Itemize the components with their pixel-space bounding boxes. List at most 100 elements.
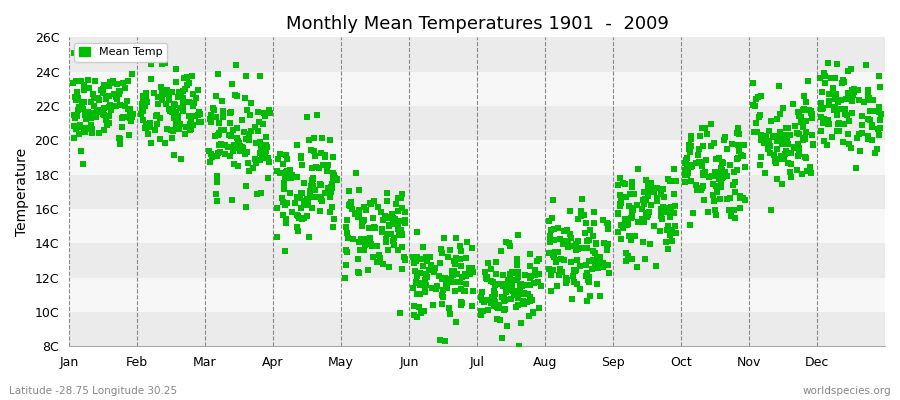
Point xyxy=(681,170,696,176)
Point xyxy=(447,279,462,285)
Point xyxy=(347,211,362,218)
Point xyxy=(110,81,124,88)
Point xyxy=(581,274,596,280)
Point xyxy=(144,76,158,82)
Point xyxy=(158,60,172,66)
Point xyxy=(423,254,437,260)
Point xyxy=(179,74,194,80)
Point xyxy=(510,262,525,268)
Point xyxy=(79,116,94,122)
Point xyxy=(731,141,745,148)
Point xyxy=(487,288,501,294)
Point xyxy=(544,271,558,278)
Point xyxy=(728,179,742,185)
Point xyxy=(571,216,585,222)
Point xyxy=(239,136,254,142)
Point xyxy=(165,108,179,115)
Point xyxy=(393,310,408,316)
Point xyxy=(777,156,791,162)
Point xyxy=(518,289,532,296)
Point xyxy=(796,121,810,128)
Point xyxy=(278,152,293,158)
Point xyxy=(239,204,254,211)
Point xyxy=(448,235,463,241)
Point xyxy=(238,72,253,79)
Point xyxy=(614,222,628,228)
Point xyxy=(507,292,521,298)
Point xyxy=(853,148,868,154)
Point xyxy=(704,120,718,127)
Point xyxy=(105,78,120,84)
Point xyxy=(329,176,344,182)
Point xyxy=(868,108,882,114)
Point xyxy=(370,243,384,249)
Point xyxy=(218,142,232,148)
Point xyxy=(663,214,678,220)
Point xyxy=(770,156,785,163)
Point xyxy=(499,239,513,245)
Point xyxy=(436,287,450,293)
Point xyxy=(523,263,537,269)
Point xyxy=(816,70,831,76)
Point xyxy=(176,103,190,109)
Point xyxy=(112,88,127,94)
Point xyxy=(449,271,464,278)
Point xyxy=(552,272,566,278)
Point xyxy=(637,256,652,262)
Point xyxy=(278,220,293,226)
Point xyxy=(411,280,426,286)
Point xyxy=(155,90,169,96)
Point xyxy=(625,237,639,244)
Point xyxy=(407,303,421,310)
Point xyxy=(217,127,231,133)
Point xyxy=(305,205,320,212)
Point xyxy=(260,154,274,161)
Point xyxy=(726,168,741,175)
Point xyxy=(686,210,700,216)
Point xyxy=(531,304,545,311)
Point xyxy=(611,210,625,216)
Point xyxy=(366,197,381,204)
Point xyxy=(684,133,698,139)
Point xyxy=(353,247,367,253)
Point xyxy=(326,170,340,176)
Point xyxy=(852,97,867,104)
Bar xyxy=(69,37,885,72)
Point xyxy=(621,253,635,260)
Point xyxy=(557,257,572,263)
Point xyxy=(85,130,99,136)
Point xyxy=(393,194,408,201)
Point xyxy=(795,171,809,177)
Point xyxy=(238,151,253,157)
Point xyxy=(227,142,241,148)
Point xyxy=(720,195,734,202)
Point xyxy=(622,203,636,210)
Point xyxy=(256,121,270,128)
Point xyxy=(864,137,878,143)
Point xyxy=(746,80,760,86)
Point xyxy=(193,111,207,118)
Point xyxy=(284,175,298,181)
Point xyxy=(89,114,104,121)
Point xyxy=(494,248,508,254)
Point xyxy=(829,91,843,98)
Point xyxy=(291,212,305,219)
Point xyxy=(738,197,752,204)
Point xyxy=(723,195,737,201)
Point xyxy=(851,86,866,93)
Point xyxy=(351,214,365,221)
Point xyxy=(209,152,223,159)
Point xyxy=(616,225,631,232)
Point xyxy=(590,280,604,287)
Point xyxy=(444,276,458,283)
Point xyxy=(258,150,273,156)
Point xyxy=(166,101,181,107)
Point xyxy=(410,253,424,260)
Point xyxy=(772,129,787,135)
Point xyxy=(440,279,454,286)
Point xyxy=(550,225,564,232)
Point xyxy=(626,191,641,197)
Point xyxy=(223,110,238,116)
Point xyxy=(409,257,423,264)
Point xyxy=(156,90,170,96)
